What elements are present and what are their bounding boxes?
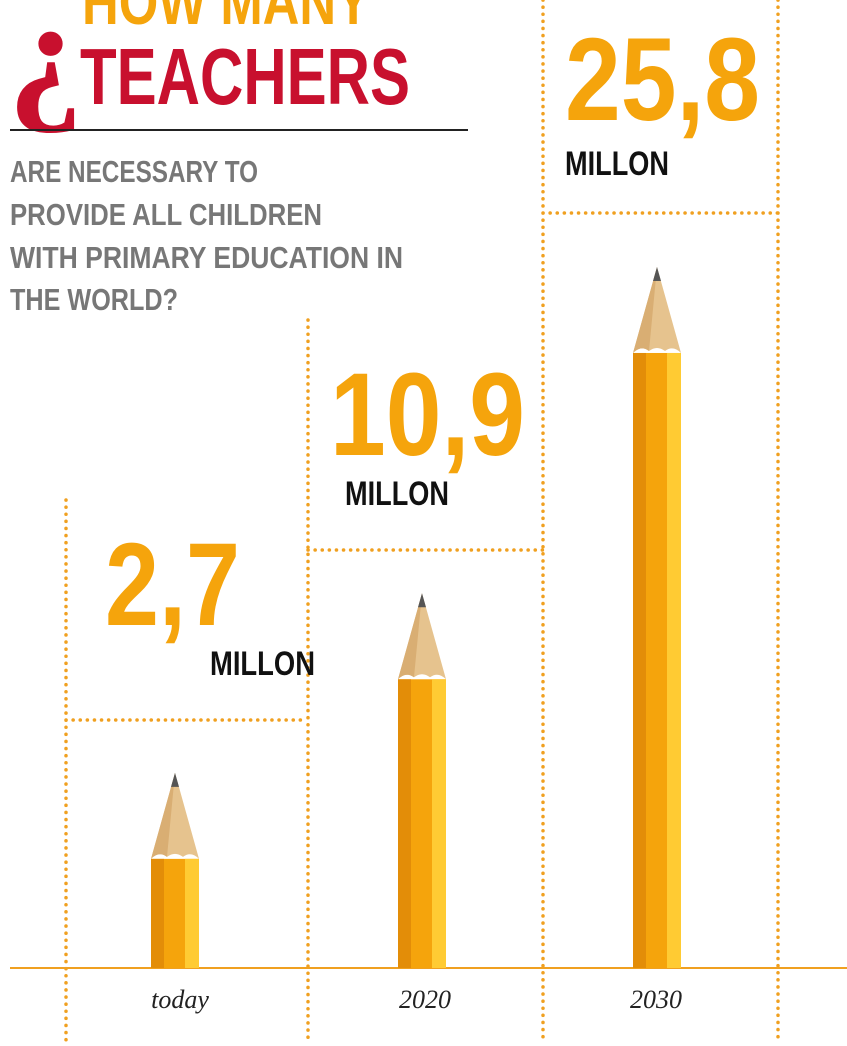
title-mark: ¿	[8, 0, 83, 135]
x-tick-label: 2020	[399, 985, 451, 1014]
unit-label: MILLON	[210, 645, 315, 683]
pencil-light	[185, 858, 199, 968]
pencil-light	[432, 679, 446, 968]
unit-label: MILLON	[565, 145, 669, 183]
pencil-lead	[418, 593, 426, 608]
pencil-shade	[151, 858, 164, 968]
value-label: 10,9	[330, 349, 525, 481]
value-label: 25,8	[565, 14, 760, 146]
pencil-light	[667, 352, 681, 969]
x-tick-label: today	[151, 985, 209, 1014]
guides	[64, 0, 780, 1042]
pencil	[398, 593, 446, 968]
x-tick-label: 2030	[630, 985, 682, 1014]
subtitle-line: PROVIDE ALL CHILDREN	[10, 197, 322, 232]
pencil-shade	[398, 679, 411, 968]
value-label: 2,7	[105, 519, 240, 651]
dotted-guide	[64, 0, 780, 1042]
pencil	[633, 266, 681, 969]
subtitle-line: THE WORLD?	[10, 282, 178, 317]
pencil-wood-shade	[633, 266, 657, 353]
pencil-wood-shade	[398, 593, 422, 680]
pencil-lead	[653, 266, 661, 281]
subtitle-line: ARE NECESSARY TO	[10, 154, 258, 189]
subtitle: ARE NECESSARY TO PROVIDE ALL CHILDREN WI…	[10, 154, 403, 317]
pencil	[151, 772, 199, 968]
title-line: HOW MANY	[82, 0, 370, 38]
title-line: TEACHERS	[80, 32, 410, 121]
subtitle-line: WITH PRIMARY EDUCATION IN	[10, 240, 403, 275]
pencil-wood-shade	[151, 772, 175, 859]
pencil-shade	[633, 352, 646, 969]
pencil-lead	[171, 772, 179, 787]
unit-label: MILLON	[345, 475, 449, 513]
